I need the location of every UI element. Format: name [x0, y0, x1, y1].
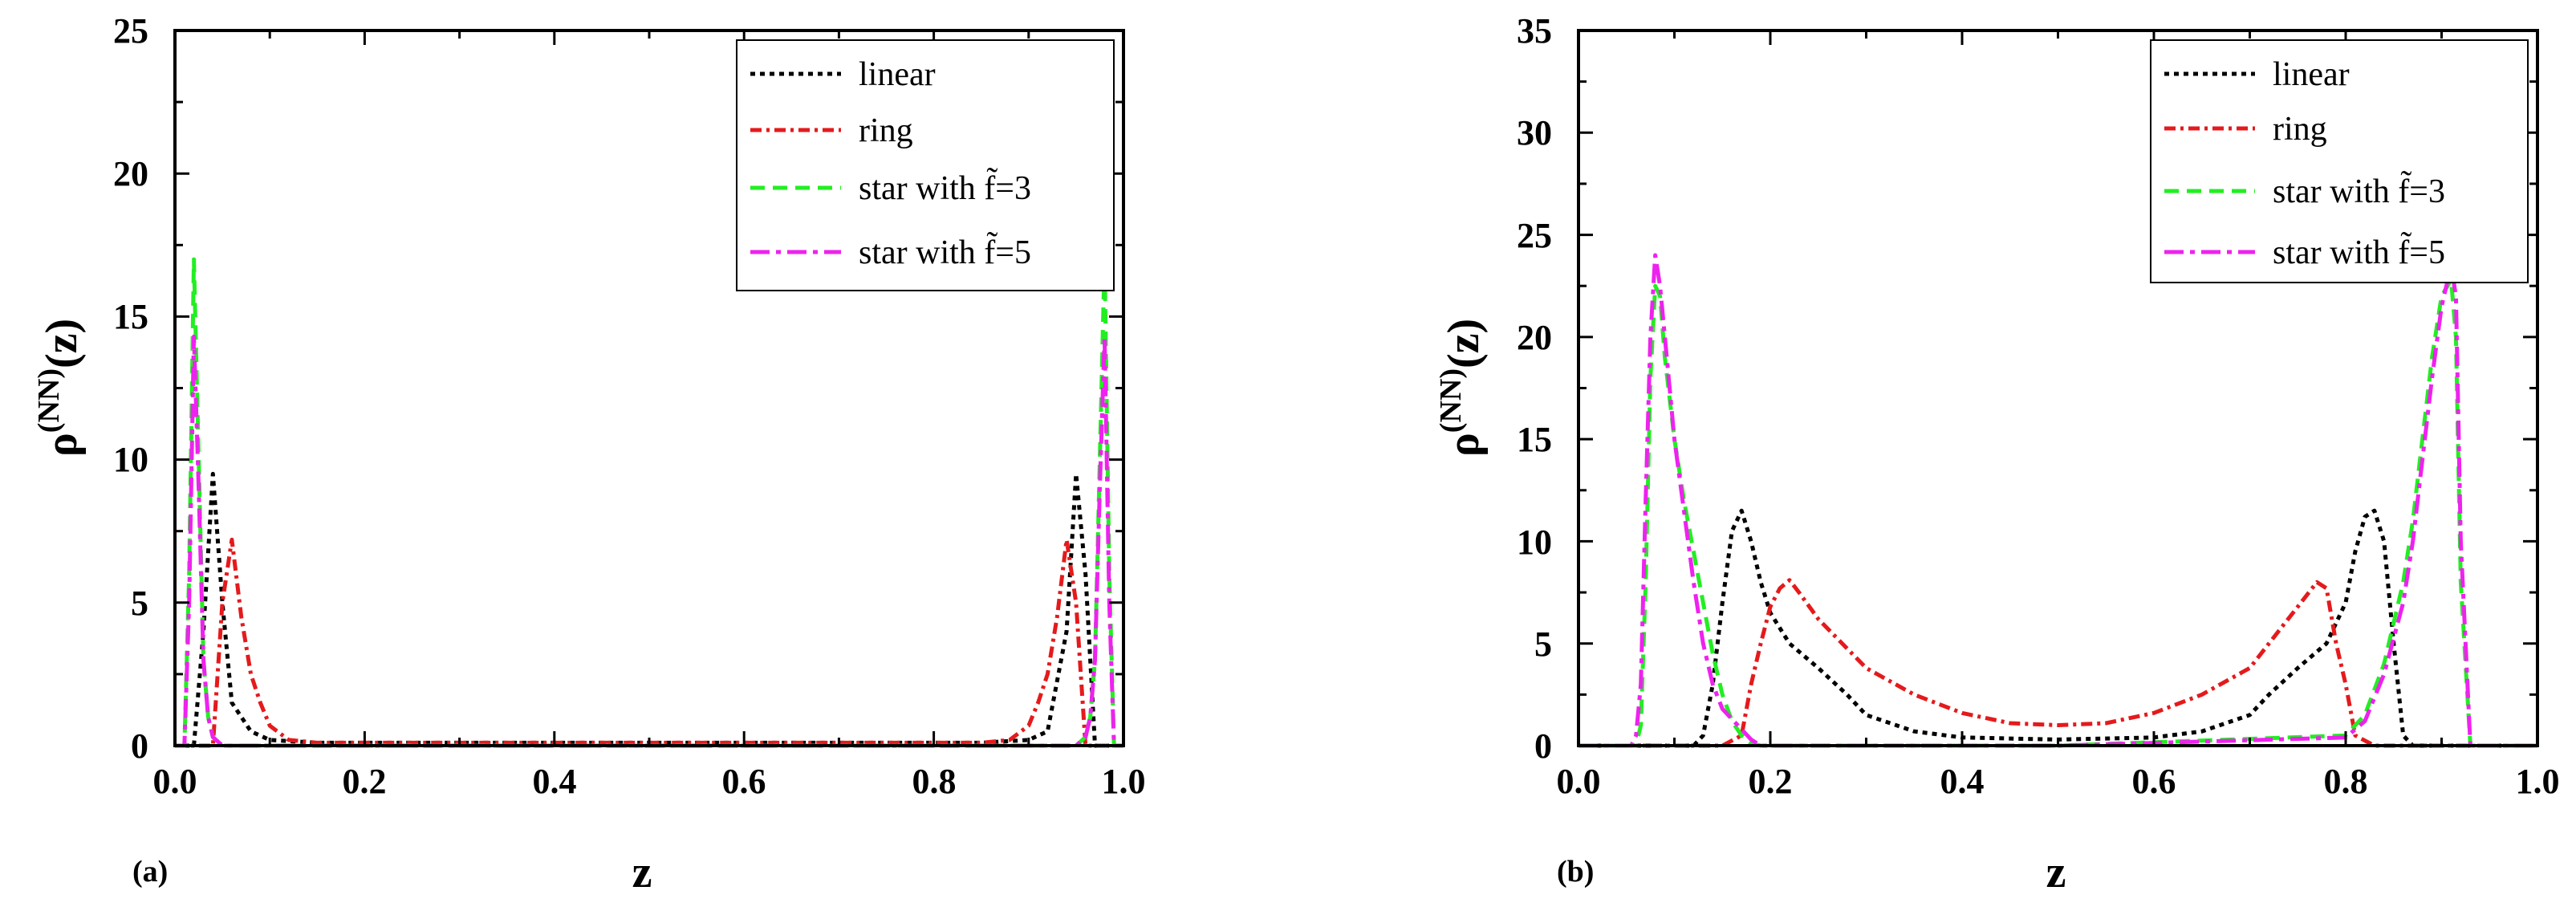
- panel-a-ticks: [173, 29, 1125, 747]
- a-y-tick-5: 5: [131, 584, 148, 623]
- panel-a-y-axis-label: ρ(NN)(z): [32, 319, 87, 457]
- a-x-tick-0.6: 0.6: [722, 762, 766, 801]
- legend-b-label-ring: ring: [2273, 111, 2327, 148]
- panel-a: 0 5 10 15 20 25 0.0 0.2 0.4 0.6 0.8 1.0 …: [32, 11, 1146, 897]
- panel-a-x-tick-labels: 0.0 0.2 0.4 0.6 0.8 1.0: [153, 762, 1146, 801]
- legend-b-label-linear: linear: [2273, 56, 2350, 93]
- b-y-tick-30: 30: [1517, 113, 1552, 153]
- a-x-tick-0.4: 0.4: [533, 762, 577, 801]
- a-x-tick-0.0: 0.0: [153, 762, 197, 801]
- panel-a-legend: linear ring star with f̃=3 star with f̃=…: [736, 39, 1115, 291]
- legend-a-label-star3: star with f̃=3: [859, 168, 1031, 207]
- b-x-tick-0.4: 0.4: [1940, 762, 1985, 801]
- panel-a-x-axis-label: z: [632, 848, 652, 897]
- panel-b-label: (b): [1557, 855, 1594, 889]
- panel-b-x-axis-label: z: [2046, 848, 2066, 897]
- panel-b-ticks: [1577, 29, 2539, 747]
- b-y-tick-35: 35: [1517, 11, 1552, 51]
- legend-a-label-linear: linear: [859, 56, 936, 93]
- b-x-tick-0.8: 0.8: [2324, 762, 2368, 801]
- panel-b-legend-box: [2150, 39, 2529, 283]
- panel-b-series-group: [1579, 253, 2537, 748]
- legend-b-label-star5: star with f̃=5: [2273, 232, 2445, 271]
- a-y-tick-10: 10: [113, 440, 148, 479]
- a-x-tick-0.8: 0.8: [912, 762, 957, 801]
- b-x-tick-0.6: 0.6: [2132, 762, 2176, 801]
- panel-a-series-group: [175, 257, 1123, 748]
- panel-a-series-0-line: [175, 471, 1123, 748]
- b-y-tick-0: 0: [1534, 726, 1552, 766]
- b-y-tick-25: 25: [1517, 216, 1552, 255]
- legend-a-label-star5: star with f̃=5: [859, 232, 1031, 271]
- b-x-tick-1.0: 1.0: [2516, 762, 2560, 801]
- panel-b-series-3-line: [1579, 253, 2537, 748]
- legend-a-label-ring: ring: [859, 112, 913, 149]
- a-x-tick-0.2: 0.2: [343, 762, 387, 801]
- panel-b-y-axis-label: ρ(NN)(z): [1434, 319, 1489, 457]
- a-x-tick-1.0: 1.0: [1102, 762, 1146, 801]
- b-y-tick-5: 5: [1534, 624, 1552, 664]
- b-x-tick-0.2: 0.2: [1749, 762, 1793, 801]
- panel-a-label: (a): [132, 855, 168, 889]
- panel-a-y-tick-labels: 0 5 10 15 20 25: [113, 11, 148, 766]
- panel-a-series-3-line: [175, 334, 1123, 748]
- a-y-tick-25: 25: [113, 11, 148, 51]
- b-x-tick-0.0: 0.0: [1557, 762, 1601, 801]
- a-y-tick-15: 15: [113, 297, 148, 336]
- panel-a-series-1-line: [175, 537, 1123, 748]
- a-y-tick-20: 20: [113, 154, 148, 193]
- b-y-tick-15: 15: [1517, 420, 1552, 459]
- panel-a-series-2-line: [175, 257, 1123, 748]
- panel-b: 0 5 10 15 20 25 30 35 0.0 0.2 0.4 0.6 0.…: [1434, 11, 2560, 897]
- b-y-tick-20: 20: [1517, 318, 1552, 357]
- panel-b-series-1-line: [1579, 578, 2537, 748]
- panel-a-legend-box: [736, 39, 1115, 291]
- a-y-tick-0: 0: [131, 726, 148, 766]
- panel-b-legend: linear ring star with f̃=3 star with f̃=…: [2150, 39, 2529, 283]
- panel-b-series-2-line: [1579, 278, 2537, 748]
- legend-b-label-star3: star with f̃=3: [2273, 171, 2445, 210]
- b-y-tick-10: 10: [1517, 523, 1552, 562]
- panel-b-x-tick-labels: 0.0 0.2 0.4 0.6 0.8 1.0: [1557, 762, 2560, 801]
- panel-b-y-tick-labels: 0 5 10 15 20 25 30 35: [1517, 11, 1552, 766]
